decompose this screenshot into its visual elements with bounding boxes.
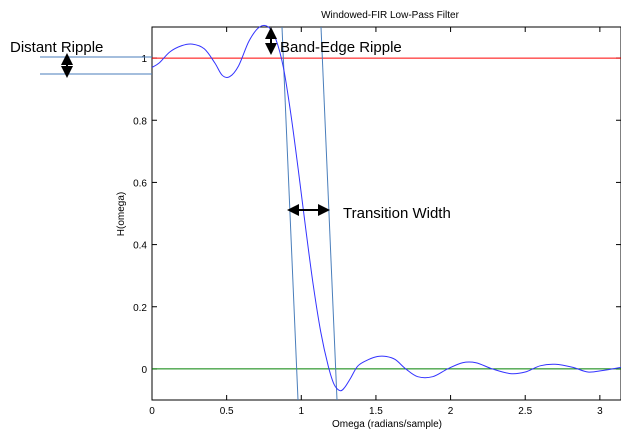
chart-title: Windowed-FIR Low-Pass Filter xyxy=(321,10,459,21)
ticks: 0 0.5 1 1.5 2 2.5 3 0 0.2 0.4 0.6 0.8 1 xyxy=(133,27,621,417)
y-tick-label: 0.6 xyxy=(133,178,147,189)
y-tick-label: 0 xyxy=(141,365,147,376)
x-tick-label: 0 xyxy=(149,406,155,417)
annotation-band-edge-ripple: Band-Edge Ripple xyxy=(280,39,402,56)
series-group xyxy=(151,24,621,392)
x-tick-label: 0.5 xyxy=(220,406,234,417)
plot-frame xyxy=(151,26,621,401)
series-line-0 xyxy=(151,24,621,392)
x-axis-label: Omega (radians/sample) xyxy=(332,419,442,430)
y-tick-label: 0.8 xyxy=(133,116,147,127)
reference-lines xyxy=(152,57,621,370)
y-tick-label: 0.4 xyxy=(133,241,147,252)
x-tick-label: 2 xyxy=(448,406,454,417)
y-tick-label: 1 xyxy=(141,54,147,65)
y-axis-label: H(omega) xyxy=(116,192,127,236)
x-tick-label: 2.5 xyxy=(518,406,532,417)
y-tick-label: 0.2 xyxy=(133,303,147,314)
annotation-distant-ripple: Distant Ripple xyxy=(10,39,103,56)
x-tick-label: 3 xyxy=(597,406,603,417)
annotation-transition-width: Transition Width xyxy=(343,205,451,222)
x-tick-label: 1.5 xyxy=(369,406,383,417)
x-tick-label: 1 xyxy=(299,406,305,417)
